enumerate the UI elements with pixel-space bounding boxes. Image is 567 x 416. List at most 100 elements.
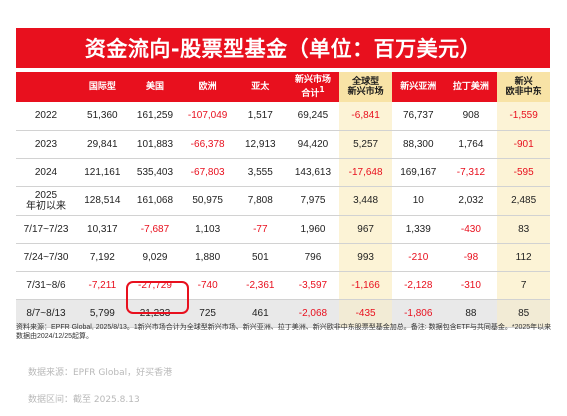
table-cell: 51,360 bbox=[76, 102, 129, 131]
fund-flow-table: 国际型 美国 欧洲 亚太 新兴市场 合计1 全球型 新兴市场 新兴亚洲 拉丁美洲… bbox=[16, 72, 550, 328]
table-cell: -740 bbox=[181, 271, 234, 300]
header-emea: 新兴 欧非中东 bbox=[497, 72, 550, 102]
table-cell: -1,166 bbox=[339, 271, 392, 300]
footnote: 资料来源：EPFR Global, 2025/8/13。1新兴市场合计为全球型新… bbox=[16, 324, 552, 340]
header-international: 国际型 bbox=[76, 72, 129, 102]
table-row: 7/24~7/30 7,192 9,029 1,880 501 796 993 … bbox=[16, 243, 550, 272]
table-cell: -2,128 bbox=[391, 271, 445, 300]
header-emea-line2: 欧非中东 bbox=[505, 87, 542, 97]
header-global-em-line1: 全球型 bbox=[352, 77, 380, 87]
table-cell: 1,880 bbox=[181, 243, 234, 272]
table-cell: 461 bbox=[233, 299, 287, 328]
table-cell: 3,555 bbox=[233, 158, 287, 187]
table-cell: -98 bbox=[444, 243, 498, 272]
table-cell: 10 bbox=[391, 186, 445, 216]
table-cell: 169,167 bbox=[391, 158, 445, 187]
table-cell: 1,517 bbox=[233, 102, 287, 131]
table-cell: -66,378 bbox=[181, 130, 234, 159]
header-latin-america: 拉丁美洲 bbox=[444, 72, 498, 102]
table-cell: -435 bbox=[339, 299, 392, 328]
table-cell: -901 bbox=[497, 130, 550, 159]
table-cell: -77 bbox=[233, 215, 287, 244]
table-cell: 10,317 bbox=[76, 215, 129, 244]
header-us: 美国 bbox=[128, 72, 182, 102]
header-em-total: 新兴市场 合计1 bbox=[286, 72, 340, 102]
table-cell: 5,799 bbox=[76, 299, 129, 328]
table-cell: -67,803 bbox=[181, 158, 234, 187]
table-cell: -595 bbox=[497, 158, 550, 187]
table-cell: -7,687 bbox=[128, 215, 182, 244]
table-cell: 2,485 bbox=[497, 186, 550, 216]
table-row: 2023 29,841 101,883 -66,378 12,913 94,42… bbox=[16, 130, 550, 159]
header-em-total-line2: 合计 bbox=[301, 89, 320, 99]
header-europe: 欧洲 bbox=[181, 72, 234, 102]
table-cell: -17,648 bbox=[339, 158, 392, 187]
table-cell: 121,161 bbox=[76, 158, 129, 187]
table-cell: 88 bbox=[444, 299, 498, 328]
table-cell: -210 bbox=[391, 243, 445, 272]
header-corner bbox=[16, 72, 76, 102]
table-cell: -7,211 bbox=[76, 271, 129, 300]
table-cell: 69,245 bbox=[286, 102, 340, 131]
row-label: 7/31~8/6 bbox=[16, 271, 76, 300]
table-cell: 83 bbox=[497, 215, 550, 244]
row-label-line1: 2025 bbox=[34, 189, 58, 201]
table-cell: 161,068 bbox=[128, 186, 182, 216]
table-cell: -1,559 bbox=[497, 102, 550, 131]
table-cell: -27,729 bbox=[128, 271, 182, 300]
table-cell: -2,361 bbox=[233, 271, 287, 300]
table-cell: 725 bbox=[181, 299, 234, 328]
table-cell: 29,841 bbox=[76, 130, 129, 159]
table-cell: 76,737 bbox=[391, 102, 445, 131]
table-row: 2025 年初以来 128,514 161,068 50,975 7,808 7… bbox=[16, 186, 550, 216]
table-cell: 12,913 bbox=[233, 130, 287, 159]
table-cell: 7,975 bbox=[286, 186, 340, 216]
table-cell: 112 bbox=[497, 243, 550, 272]
table-cell: 535,403 bbox=[128, 158, 182, 187]
table-cell: 85 bbox=[497, 299, 550, 328]
table-cell: 143,613 bbox=[286, 158, 340, 187]
row-label: 8/7~8/13 bbox=[16, 299, 76, 328]
table-cell: 7,192 bbox=[76, 243, 129, 272]
table-cell: 993 bbox=[339, 243, 392, 272]
table-cell: 128,514 bbox=[76, 186, 129, 216]
row-label: 2023 bbox=[16, 130, 76, 159]
table-header-row: 国际型 美国 欧洲 亚太 新兴市场 合计1 全球型 新兴市场 新兴亚洲 拉丁美洲… bbox=[16, 72, 550, 102]
header-global-em-line2: 新兴市场 bbox=[347, 87, 384, 97]
table-cell: 5,257 bbox=[339, 130, 392, 159]
table-row: 7/17~7/23 10,317 -7,687 1,103 -77 1,960 … bbox=[16, 215, 550, 244]
table-cell: 1,339 bbox=[391, 215, 445, 244]
table-cell: -7,312 bbox=[444, 158, 498, 187]
source-line: 数据来源：EPFR Global，好买香港 bbox=[28, 368, 173, 378]
table-cell: 7 bbox=[497, 271, 550, 300]
highlight-circle bbox=[126, 281, 189, 314]
chart-title: 资金流向-股票型基金（单位：百万美元） bbox=[16, 28, 550, 68]
table-cell: 3,448 bbox=[339, 186, 392, 216]
table-cell: 7,808 bbox=[233, 186, 287, 216]
table-cell: 1,960 bbox=[286, 215, 340, 244]
table-cell: -3,597 bbox=[286, 271, 340, 300]
table-cell: -107,049 bbox=[181, 102, 234, 131]
table-cell: 2,032 bbox=[444, 186, 498, 216]
header-emea-line1: 新兴 bbox=[514, 77, 533, 87]
table-cell: -2,068 bbox=[286, 299, 340, 328]
header-em-total-footnote-mark: 1 bbox=[319, 85, 325, 94]
row-label: 7/24~7/30 bbox=[16, 243, 76, 272]
header-em-asia: 新兴亚洲 bbox=[391, 72, 445, 102]
table-cell: 501 bbox=[233, 243, 287, 272]
row-label: 2022 bbox=[16, 102, 76, 131]
table-cell: 161,259 bbox=[128, 102, 182, 131]
table-cell: -1,806 bbox=[391, 299, 445, 328]
table-row: 2022 51,360 161,259 -107,049 1,517 69,24… bbox=[16, 102, 550, 131]
row-label-line2: 年初以来 bbox=[26, 200, 66, 212]
table-cell: -430 bbox=[444, 215, 498, 244]
header-em-total-line1: 新兴市场 bbox=[294, 75, 331, 85]
table-cell: 967 bbox=[339, 215, 392, 244]
table-cell: 50,975 bbox=[181, 186, 234, 216]
date-range-line: 数据区间：截至 2025.8.13 bbox=[28, 395, 140, 405]
table-row: 2024 121,161 535,403 -67,803 3,555 143,6… bbox=[16, 158, 550, 187]
table-cell: 796 bbox=[286, 243, 340, 272]
row-label: 2024 bbox=[16, 158, 76, 187]
table-cell: 94,420 bbox=[286, 130, 340, 159]
table-cell: 101,883 bbox=[128, 130, 182, 159]
